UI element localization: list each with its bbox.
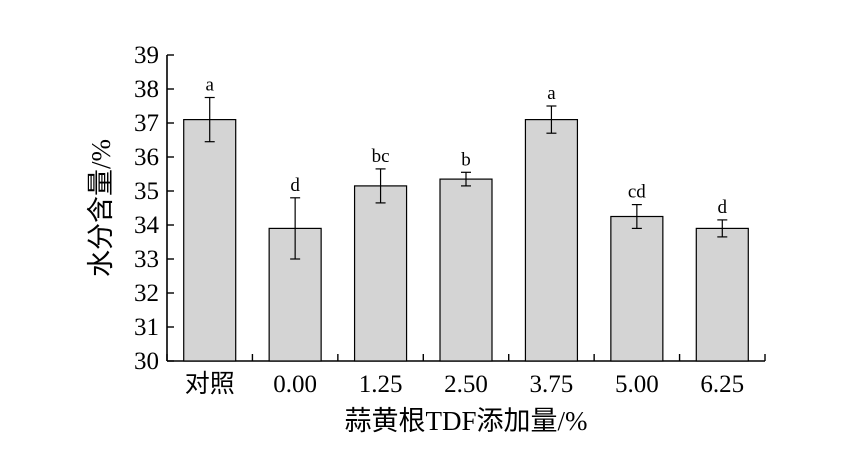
x-tick-label: 1.25 xyxy=(359,371,403,398)
bars xyxy=(183,118,749,362)
y-tick-label: 34 xyxy=(134,212,160,239)
y-tick-label: 36 xyxy=(134,144,159,171)
bar xyxy=(695,227,749,362)
y-tick-label: 38 xyxy=(134,76,159,103)
bar xyxy=(610,215,664,362)
y-tick-label: 31 xyxy=(134,314,159,341)
x-tick-label: 对照 xyxy=(185,370,235,398)
significance-label: d xyxy=(718,197,728,218)
y-axis-title: 水分含量/% xyxy=(86,139,116,277)
y-tick-label: 39 xyxy=(134,42,159,69)
x-tick-label: 5.00 xyxy=(615,371,659,398)
y-tick-label: 35 xyxy=(134,178,159,205)
x-tick-label: 3.75 xyxy=(530,371,574,398)
significance-label: a xyxy=(205,75,214,96)
significance-label: b xyxy=(461,149,471,170)
significance-labels: a d bc b a cd d xyxy=(205,75,727,218)
bar xyxy=(183,118,237,362)
x-tick-label: 2.50 xyxy=(444,371,488,398)
x-tick-label: 0.00 xyxy=(273,371,317,398)
y-tick-label: 33 xyxy=(134,246,159,273)
bar xyxy=(353,185,408,362)
y-ticks: 30 31 32 33 34 35 36 37 38 39 xyxy=(134,42,174,375)
significance-label: a xyxy=(547,83,556,104)
bar xyxy=(524,118,579,362)
x-ticks: 对照 0.00 1.25 2.50 3.75 5.00 6.25 xyxy=(166,354,766,398)
y-tick-label: 32 xyxy=(134,280,159,307)
y-tick-label: 37 xyxy=(134,110,159,137)
x-axis-title: 蒜黄根TDF添加量/% xyxy=(345,406,588,436)
axis-titles: 蒜黄根TDF添加量/% 水分含量/% xyxy=(86,139,588,436)
bar xyxy=(439,178,493,362)
significance-label: bc xyxy=(372,146,390,167)
y-tick-label: 30 xyxy=(134,348,159,375)
significance-label: cd xyxy=(628,182,646,203)
significance-label: d xyxy=(290,175,300,196)
x-tick-label: 6.25 xyxy=(700,371,744,398)
error-bars xyxy=(204,96,728,260)
